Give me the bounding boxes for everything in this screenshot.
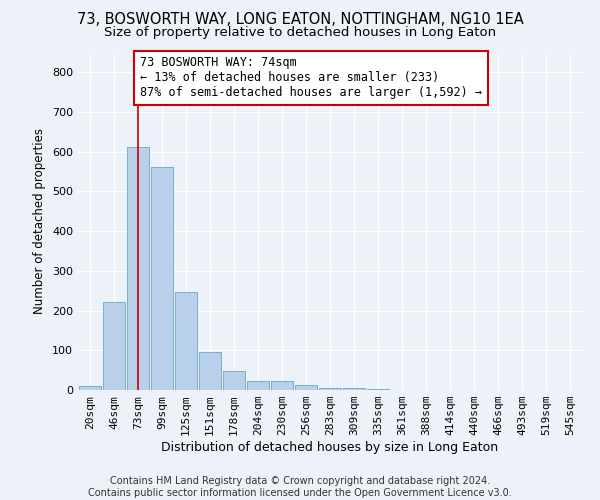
Text: Size of property relative to detached houses in Long Eaton: Size of property relative to detached ho… (104, 26, 496, 39)
Bar (343, 388, 365, 390)
Text: Contains HM Land Registry data © Crown copyright and database right 2024.
Contai: Contains HM Land Registry data © Crown c… (88, 476, 512, 498)
Bar (223, 371, 245, 390)
Bar (79, 386, 101, 390)
Bar (271, 382, 293, 390)
Bar (79, 386, 101, 390)
Bar (127, 147, 149, 390)
Bar (319, 388, 341, 390)
Bar (127, 147, 149, 390)
Bar (103, 302, 125, 390)
Bar (247, 382, 269, 390)
Bar (343, 388, 365, 390)
Bar (199, 352, 221, 390)
X-axis label: Distribution of detached houses by size in Long Eaton: Distribution of detached houses by size … (161, 441, 499, 454)
Text: 73, BOSWORTH WAY, LONG EATON, NOTTINGHAM, NG10 1EA: 73, BOSWORTH WAY, LONG EATON, NOTTINGHAM… (77, 12, 523, 28)
Bar (175, 292, 197, 390)
Bar (367, 389, 389, 390)
Y-axis label: Number of detached properties: Number of detached properties (34, 128, 46, 314)
Bar (223, 371, 245, 390)
Bar (151, 167, 173, 390)
Bar (295, 385, 317, 390)
Bar (271, 382, 293, 390)
Text: 73 BOSWORTH WAY: 74sqm
← 13% of detached houses are smaller (233)
87% of semi-de: 73 BOSWORTH WAY: 74sqm ← 13% of detached… (140, 56, 482, 100)
Bar (247, 382, 269, 390)
Bar (175, 292, 197, 390)
Bar (319, 388, 341, 390)
Bar (103, 302, 125, 390)
Bar (295, 385, 317, 390)
Bar (151, 167, 173, 390)
Bar (199, 352, 221, 390)
Bar (367, 389, 389, 390)
